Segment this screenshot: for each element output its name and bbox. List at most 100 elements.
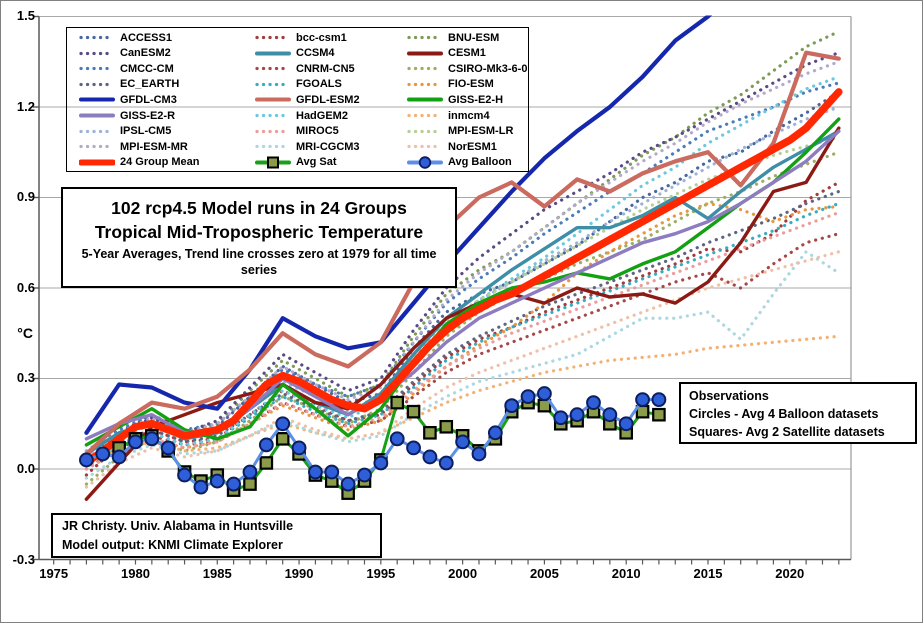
marker-circle-avg-balloon (291, 440, 307, 456)
legend-swatch-csiro-mk3-6-0 (407, 67, 443, 71)
marker-circle-avg-balloon (373, 455, 389, 471)
marker-circle-avg-balloon (635, 392, 650, 408)
legend-swatch-mpi-esm-mr (79, 144, 115, 149)
observations-annotation-box: Observations Circles - Avg 4 Balloon dat… (679, 382, 917, 444)
legend-item-cesm1: CESM1 (407, 47, 528, 60)
legend-label-csiro-mk3-6-0: CSIRO-Mk3-6-0 (448, 62, 528, 75)
legend-label-hadgem2: HadGEM2 (296, 109, 348, 122)
marker-circle-avg-balloon (586, 395, 601, 411)
legend-item-cnrm-cn5: CNRM-CN5 (255, 62, 407, 75)
series-line-miroc5 (84, 211, 841, 471)
x-axis-label-1975: 1975 (39, 566, 69, 581)
series-line-fgoals (84, 201, 841, 465)
legend-label-giss-e2-r: GISS-E2-R (120, 109, 176, 122)
marker-circle-avg-balloon (422, 449, 438, 465)
chart-title-line3: 5-Year Averages, Trend line crosses zero… (81, 247, 437, 277)
legend-swatch-mpi-esm-lr (407, 129, 443, 133)
marker-circle-avg-balloon (602, 407, 618, 423)
legend-label-bcc-csm1: bcc-csm1 (296, 31, 347, 44)
legend-item-avg-balloon: Avg Balloon (407, 155, 528, 169)
marker-circle-avg-balloon (471, 446, 487, 462)
legend-item-mri-cgcm3: MRI-CGCM3 (255, 140, 407, 153)
x-axis-label-2015: 2015 (693, 566, 723, 581)
observations-balloon-note: Circles - Avg 4 Balloon datasets (689, 407, 879, 421)
legend-item-inmcm4: inmcm4 (407, 109, 528, 122)
observations-satellite-note: Squares- Avg 2 Satellite datasets (689, 425, 885, 439)
legend-item-hadgem2: HadGEM2 (255, 109, 407, 122)
chart-title-line2: Tropical Mid-Tropospheric Temperature (94, 222, 424, 242)
series-layer (79, 15, 843, 501)
y-axis-label-0.9: 0.9 (16, 189, 35, 205)
x-axis-label-1985: 1985 (202, 566, 232, 581)
marker-circle-avg-balloon (487, 425, 503, 441)
legend-swatch-avg-sat (255, 156, 291, 169)
y-axis-label-1.2: 1.2 (16, 98, 35, 114)
legend-label-fio-esm: FIO-ESM (448, 78, 494, 91)
legend-swatch-bnu-esm (407, 36, 443, 40)
legend-swatch-access1 (79, 36, 115, 40)
x-axis-label-2000: 2000 (448, 566, 478, 581)
marker-circle-avg-balloon (569, 407, 585, 423)
marker-circle-avg-balloon (111, 449, 127, 465)
legend-swatch-ipsl-cm5 (79, 129, 115, 133)
legend-swatch-ec-earth (79, 82, 115, 87)
legend-swatch-fgoals (255, 82, 291, 87)
marker-circle-avg-balloon (242, 464, 258, 480)
legend-label-cmcc-cm: CMCC-CM (120, 62, 174, 75)
legend-item-mpi-esm-lr: MPI-ESM-LR (407, 125, 528, 138)
legend-label-cnrm-cn5: CNRM-CN5 (296, 62, 355, 75)
series-line-24-group-mean (82, 88, 843, 467)
legend-label-inmcm4: inmcm4 (448, 109, 490, 122)
legend-label-mri-cgcm3: MRI-CGCM3 (296, 140, 360, 153)
y-axis-label-0.3: 0.3 (16, 370, 35, 386)
observations-title: Observations (689, 389, 769, 403)
marker-circle-avg-balloon (193, 479, 209, 495)
legend-label-giss-e2-h: GISS-E2-H (448, 93, 504, 106)
legend-swatch-bcc-csm1 (255, 36, 291, 40)
marker-circle-avg-balloon (226, 476, 242, 492)
legend-label-access1: ACCESS1 (120, 31, 172, 44)
x-axis-label-2020: 2020 (775, 566, 805, 581)
series-line-fio-esm (84, 201, 841, 468)
legend-swatch-cnrm-cn5 (255, 67, 291, 71)
legend-item-fgoals: FGOALS (255, 78, 407, 91)
credit-source: Model output: KNMI Climate Explorer (62, 538, 283, 552)
legend-item-canesm2: CanESM2 (79, 47, 255, 60)
legend-item-cmcc-cm: CMCC-CM (79, 62, 255, 75)
legend-label-canesm2: CanESM2 (120, 47, 171, 60)
legend-item-giss-e2-r: GISS-E2-R (79, 109, 255, 122)
y-axis-unit-label: °C (17, 325, 33, 341)
marker-square-avg-sat (390, 395, 404, 410)
legend-swatch-fio-esm (407, 82, 443, 87)
legend-item-24-group-mean: 24 Group Mean (79, 156, 255, 169)
legend-item-gfdl-cm3: GFDL-CM3 (79, 93, 255, 106)
y-axis-label--0.3: -0.3 (12, 551, 35, 567)
legend-swatch-cmcc-cm (79, 67, 115, 71)
legend-item-giss-e2-h: GISS-E2-H (407, 93, 528, 106)
marker-circle-avg-balloon (160, 440, 176, 456)
legend-label-noresm1: NorESM1 (448, 140, 497, 153)
marker-circle-avg-balloon (389, 431, 405, 447)
legend-swatch-24-group-mean (79, 159, 115, 166)
legend-swatch-inmcm4 (407, 113, 443, 118)
legend-label-fgoals: FGOALS (296, 78, 342, 91)
legend-swatch-giss-e2-r (79, 113, 115, 118)
series-line-canesm2 (84, 51, 841, 459)
legend-label-avg-sat: Avg Sat (296, 156, 337, 169)
legend-item-ipsl-cm5: IPSL-CM5 (79, 125, 255, 138)
legend-label-bnu-esm: BNU-ESM (448, 31, 500, 44)
marker-circle-avg-balloon (324, 464, 340, 480)
marker-square-avg-sat (243, 477, 257, 491)
legend-swatch-hadgem2 (255, 113, 291, 118)
chart-title-box: 102 rcp4.5 Model runs in 24 Groups Tropi… (61, 187, 457, 288)
marker-square-avg-sat (406, 404, 421, 419)
x-axis-label-1990: 1990 (284, 566, 314, 581)
marker-square-avg-sat (275, 432, 290, 446)
legend-swatch-avg-balloon (407, 155, 443, 169)
legend-item-bnu-esm: BNU-ESM (407, 31, 528, 44)
legend-label-mpi-esm-mr: MPI-ESM-MR (120, 140, 188, 153)
marker-circle-avg-balloon (128, 434, 143, 450)
series-line-ec-earth (84, 189, 841, 462)
series-line-cesm1 (84, 126, 841, 501)
